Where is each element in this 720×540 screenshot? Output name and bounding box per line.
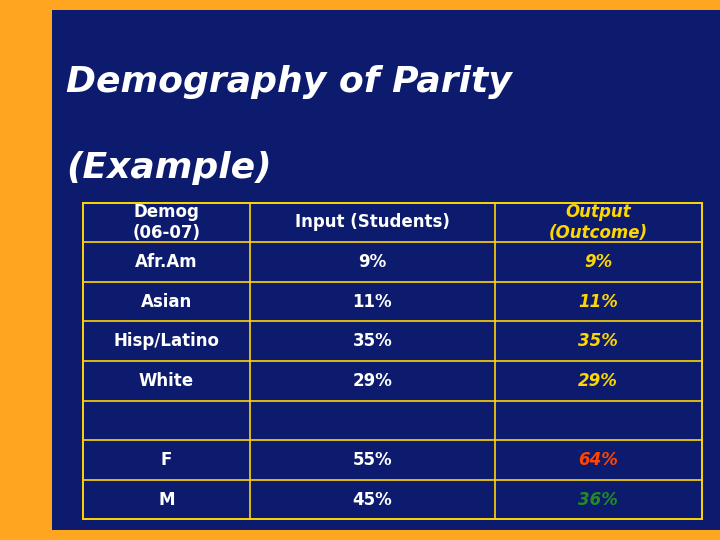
Text: 29%: 29% — [352, 372, 392, 390]
Text: 29%: 29% — [578, 372, 618, 390]
Text: Asian: Asian — [141, 293, 192, 310]
Text: 11%: 11% — [578, 293, 618, 310]
Text: 9%: 9% — [358, 253, 387, 271]
Text: F: F — [161, 451, 172, 469]
Text: Input (Students): Input (Students) — [294, 213, 450, 231]
Text: M: M — [158, 491, 175, 509]
Text: (Example): (Example) — [66, 151, 272, 185]
Text: Output
(Outcome): Output (Outcome) — [549, 203, 648, 242]
Bar — [83, 202, 702, 519]
Text: Demography of Parity: Demography of Parity — [66, 65, 512, 99]
Bar — [0, 0, 52, 540]
Text: 36%: 36% — [578, 491, 618, 509]
Text: 35%: 35% — [578, 332, 618, 350]
Text: Demog
(06-07): Demog (06-07) — [132, 203, 200, 242]
Text: 9%: 9% — [584, 253, 613, 271]
Text: 35%: 35% — [352, 332, 392, 350]
Text: 11%: 11% — [353, 293, 392, 310]
Text: 45%: 45% — [352, 491, 392, 509]
Text: Afr.Am: Afr.Am — [135, 253, 198, 271]
Text: 55%: 55% — [353, 451, 392, 469]
Text: 64%: 64% — [578, 451, 618, 469]
Bar — [0, 530, 720, 540]
Text: White: White — [139, 372, 194, 390]
Bar — [0, 0, 720, 10]
Text: Hisp/Latino: Hisp/Latino — [113, 332, 220, 350]
